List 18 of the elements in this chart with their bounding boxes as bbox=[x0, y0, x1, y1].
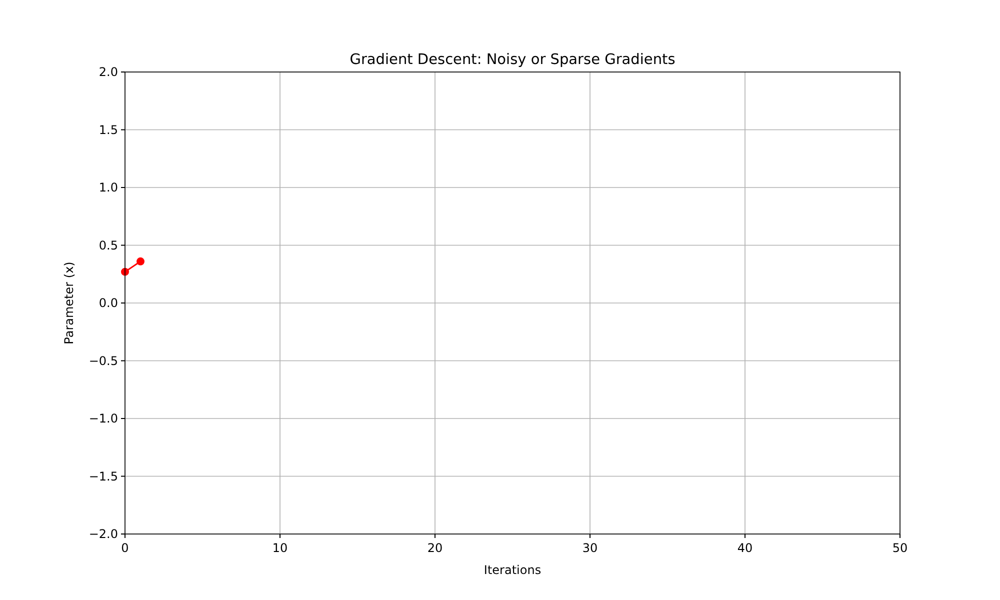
y-tick-label: −2.0 bbox=[88, 527, 118, 542]
y-tick-label: 2.0 bbox=[98, 65, 118, 80]
chart-title: Gradient Descent: Noisy or Sparse Gradients bbox=[350, 52, 676, 68]
y-tick-label: 0.0 bbox=[98, 296, 118, 310]
y-tick-label: 0.5 bbox=[98, 238, 118, 252]
x-tick-label: 30 bbox=[582, 541, 598, 555]
y-tick-label: 1.0 bbox=[98, 180, 118, 195]
y-tick-label: −1.5 bbox=[88, 469, 118, 484]
x-tick-label: 0 bbox=[121, 541, 129, 555]
x-tick-label: 50 bbox=[892, 541, 908, 555]
x-tick-label: 40 bbox=[737, 541, 753, 555]
x-axis-title: Iterations bbox=[484, 563, 542, 577]
y-tick-label: −0.5 bbox=[88, 354, 118, 368]
y-axis-title: Parameter (x) bbox=[62, 262, 76, 344]
x-tick-label: 20 bbox=[427, 541, 443, 555]
y-tick-label: −1.0 bbox=[88, 412, 118, 426]
x-tick-label: 10 bbox=[272, 541, 288, 555]
y-tick-label: 1.5 bbox=[98, 122, 118, 137]
